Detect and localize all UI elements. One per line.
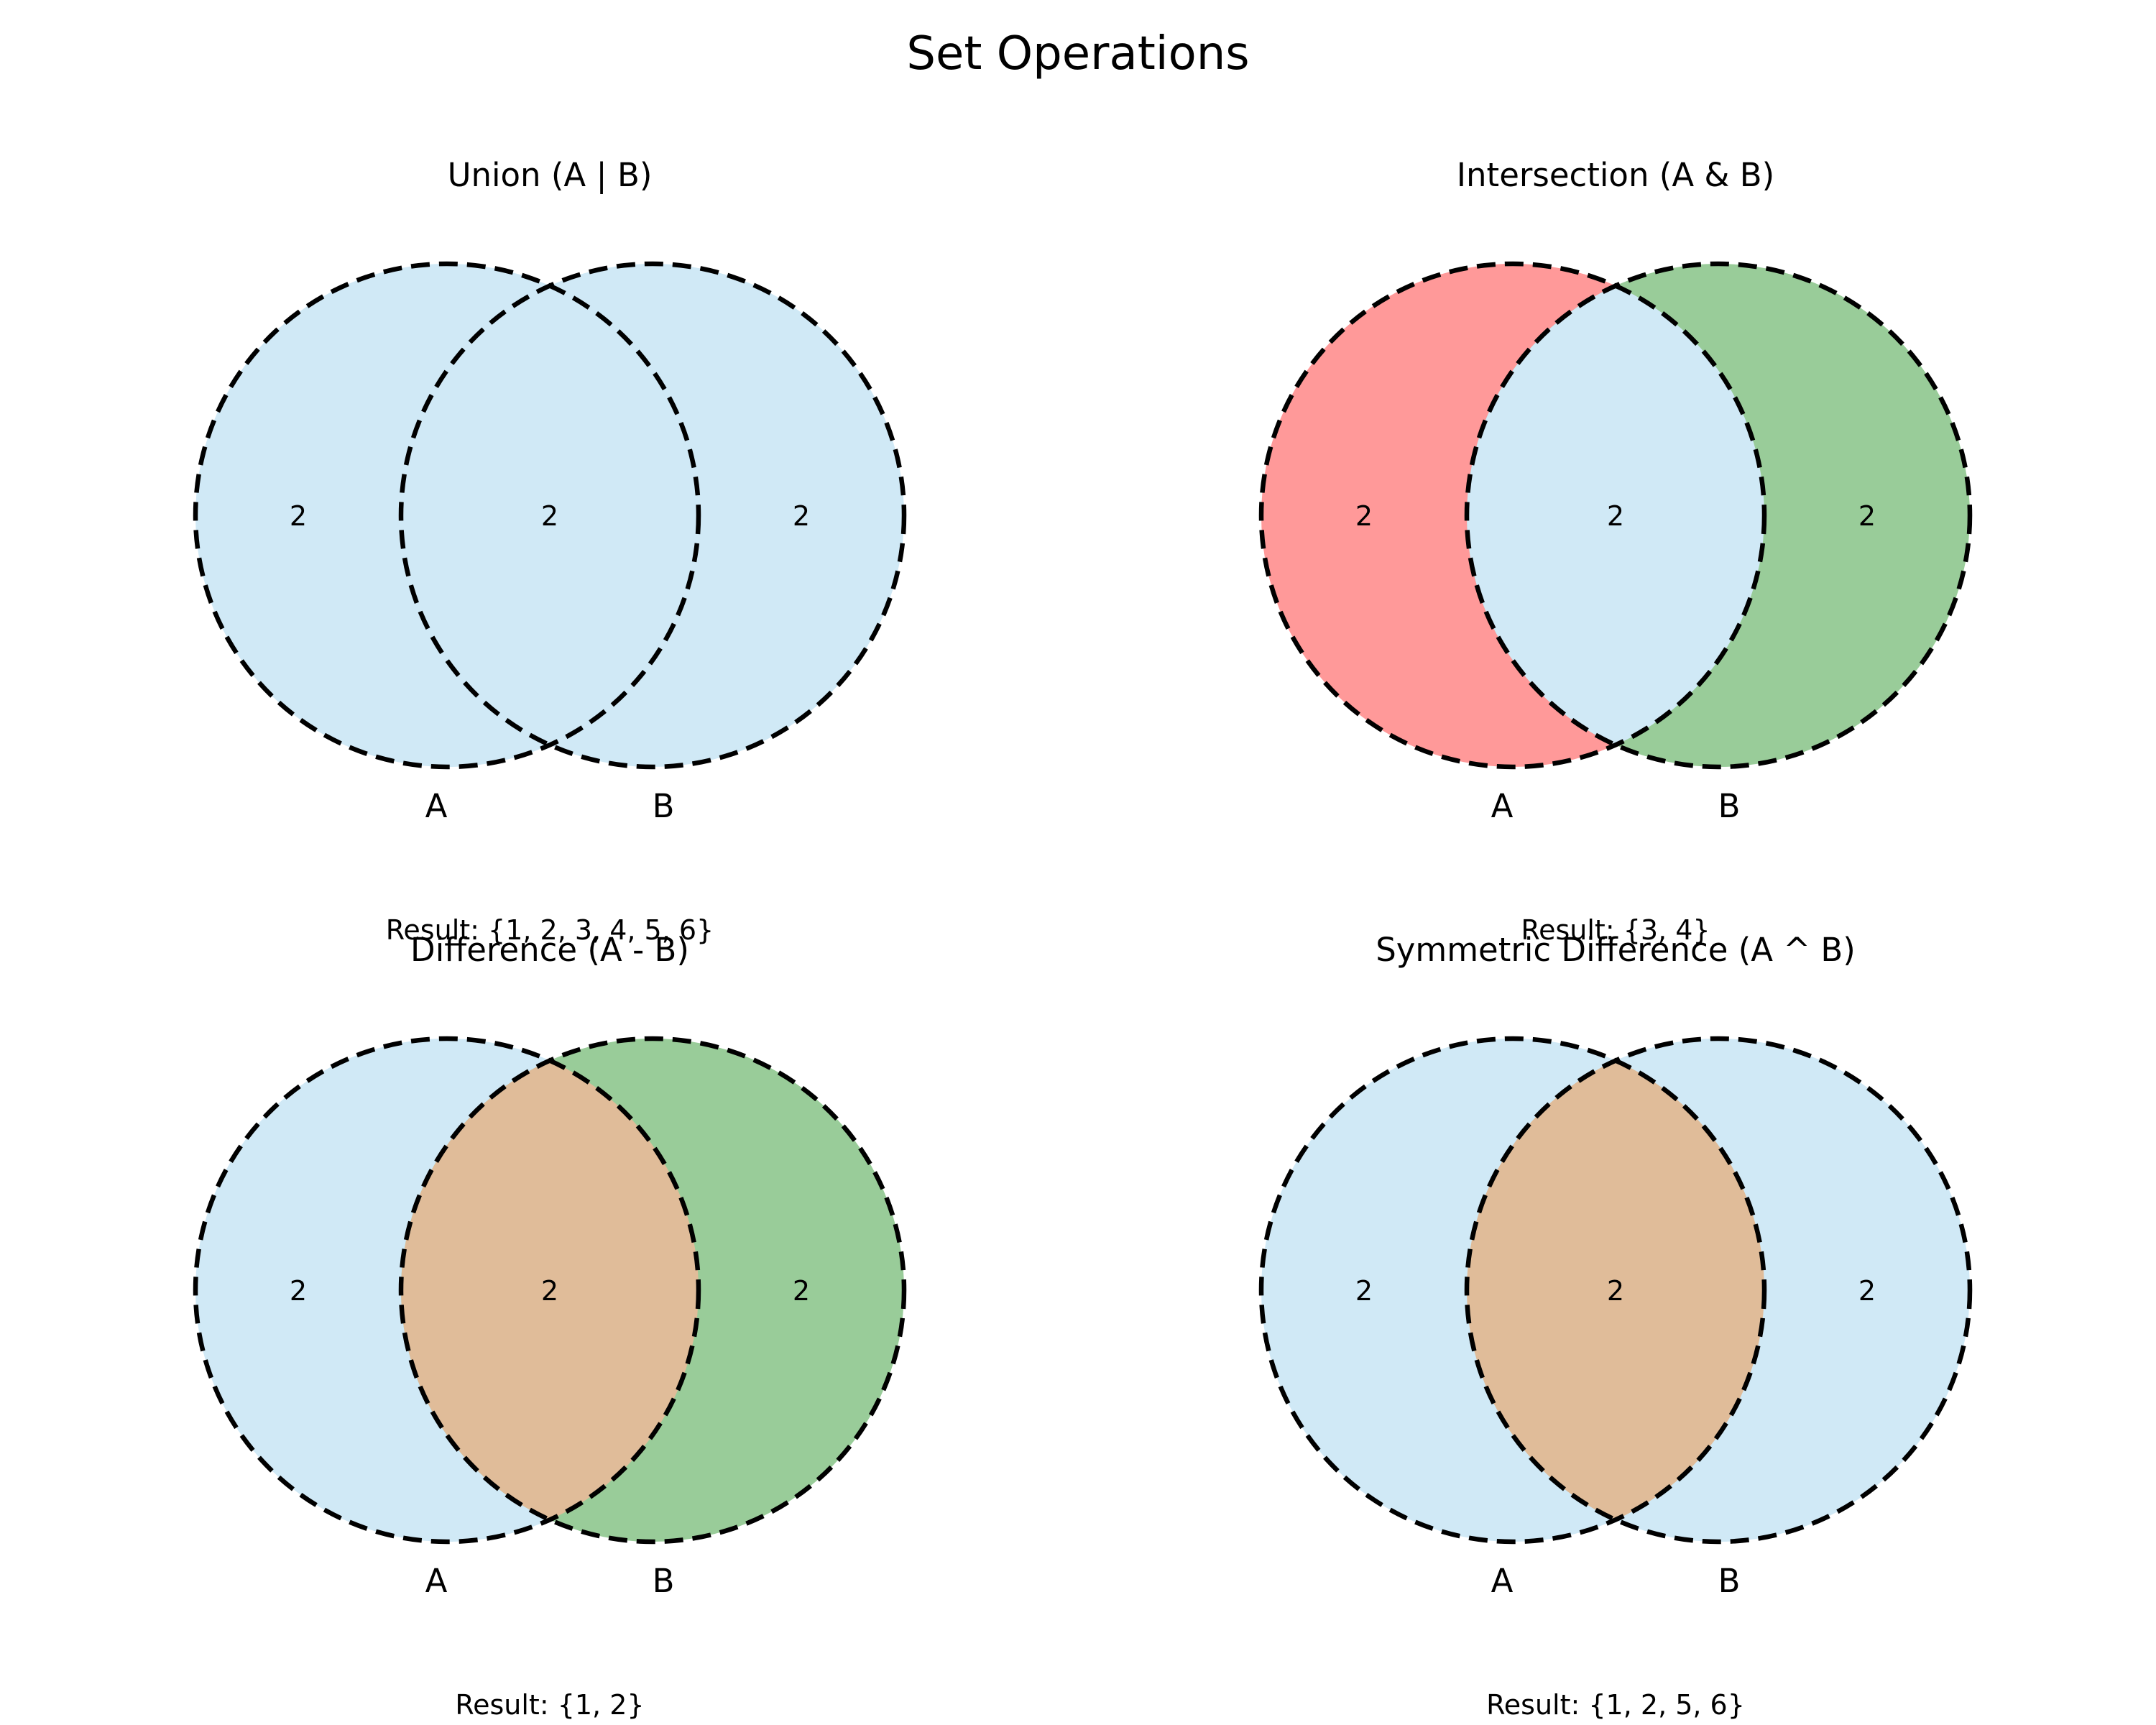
- result-label: Result: {3, 4}: [1521, 914, 1710, 946]
- venn-panel: Difference (A - B) 2 2 2 A B Result: {1, 2}: [193, 931, 907, 1721]
- set-b-outline: [398, 261, 907, 770]
- set-b-label: B: [653, 787, 675, 825]
- set-b-label: B: [653, 1562, 675, 1600]
- count-b-only: 2: [1858, 500, 1876, 532]
- set-a-label: A: [425, 787, 448, 825]
- set-b-outline: [398, 1036, 907, 1545]
- panel-title: Difference (A - B): [410, 931, 689, 969]
- overlap-region: [1467, 264, 1764, 767]
- count-b-only: 2: [793, 1275, 810, 1307]
- count-a-only: 2: [1355, 1275, 1373, 1307]
- result-label: Result: {1, 2}: [455, 1689, 644, 1721]
- count-a-only: 2: [290, 500, 307, 532]
- panels-layer: Union (A | B) 2 2 2 A B Result: {1, 2, 3, 4, 5…: [193, 156, 1973, 1721]
- count-b-only: 2: [793, 500, 810, 532]
- set-a-outline: [193, 1036, 701, 1545]
- result-label: Result: {1, 2, 5, 6}: [1486, 1689, 1745, 1721]
- set-a-label: A: [1491, 787, 1514, 825]
- set-a-outline: [1258, 261, 1767, 770]
- overlap-region: [401, 264, 699, 767]
- count-a-only: 2: [1355, 500, 1373, 532]
- overlap-group: [1467, 1039, 1764, 1542]
- panel-title: Symmetric Difference (A ^ B): [1376, 931, 1856, 969]
- overlap-group: [401, 1039, 699, 1542]
- set-b-label: B: [1718, 1562, 1741, 1600]
- count-intersection: 2: [541, 1275, 558, 1307]
- count-intersection: 2: [1607, 1275, 1624, 1307]
- set-a-outline: [193, 261, 701, 770]
- count-intersection: 2: [1607, 500, 1624, 532]
- panel-title: Intersection (A & B): [1457, 156, 1774, 194]
- panel-title: Union (A | B): [448, 156, 653, 194]
- set-b-outline: [1464, 261, 1973, 770]
- venn-panel: Symmetric Difference (A ^ B) 2 2 2 A B Result:…: [1258, 931, 1973, 1721]
- overlap-region: [1467, 1039, 1764, 1542]
- result-label: Result: {1, 2, 3, 4, 5, 6}: [386, 914, 714, 946]
- count-intersection: 2: [541, 500, 558, 532]
- set-a-outline: [1258, 1036, 1767, 1545]
- overlap-group: [1467, 264, 1764, 767]
- set-a-label: A: [425, 1562, 448, 1600]
- overlap-region: [401, 1039, 699, 1542]
- venn-panel: Intersection (A & B) 2 2 2 A B Result: {3, 4}: [1258, 156, 1973, 946]
- set-b-outline: [1464, 1036, 1973, 1545]
- count-a-only: 2: [290, 1275, 307, 1307]
- count-b-only: 2: [1858, 1275, 1876, 1307]
- figure-title: Set Operations: [906, 27, 1249, 80]
- venn-panel: Union (A | B) 2 2 2 A B Result: {1, 2, 3, 4, 5…: [193, 156, 907, 946]
- set-a-label: A: [1491, 1562, 1514, 1600]
- overlap-group: [401, 264, 699, 767]
- set-b-label: B: [1718, 787, 1741, 825]
